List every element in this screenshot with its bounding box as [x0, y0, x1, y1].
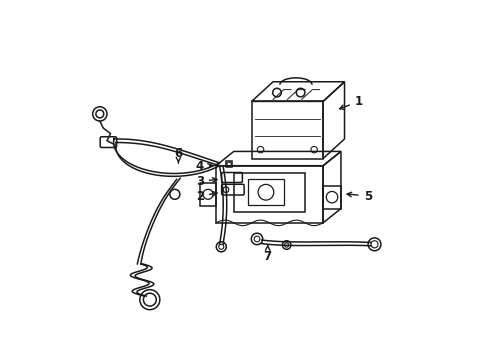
Text: 5: 5	[346, 190, 371, 203]
Text: 7: 7	[263, 245, 271, 263]
FancyBboxPatch shape	[100, 137, 116, 148]
Circle shape	[296, 88, 304, 97]
Text: 2: 2	[195, 190, 217, 203]
Text: 3: 3	[195, 175, 217, 188]
Text: 6: 6	[174, 147, 182, 163]
Circle shape	[272, 88, 281, 97]
Text: 1: 1	[339, 95, 362, 109]
Text: 4: 4	[195, 160, 212, 173]
